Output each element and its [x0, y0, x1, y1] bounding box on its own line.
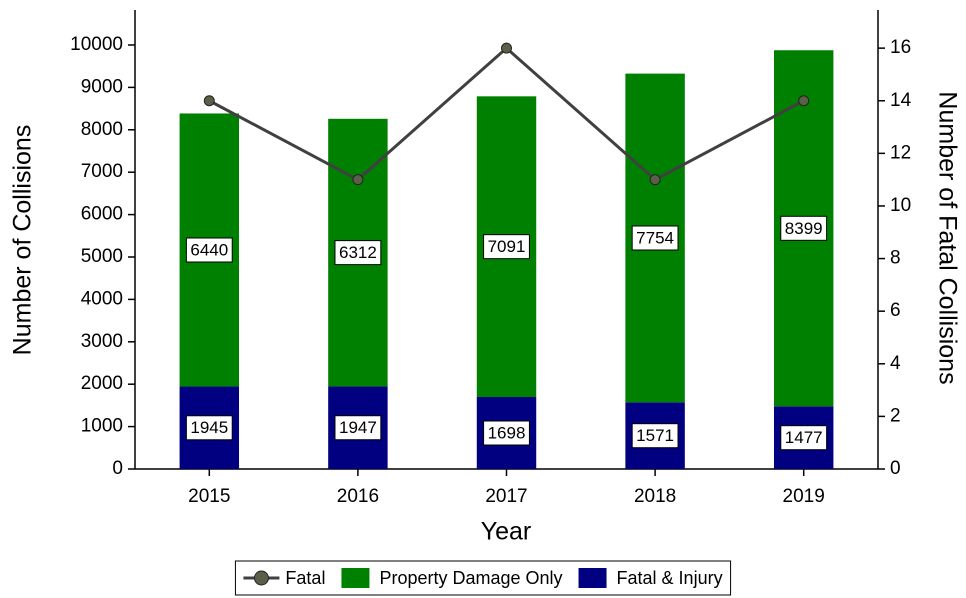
value-label: 7091 — [488, 237, 526, 256]
y2-tick-label: 12 — [890, 142, 911, 163]
value-label: 6312 — [339, 243, 377, 262]
y2-tick-label: 10 — [890, 195, 911, 216]
y-tick-label: 9000 — [81, 76, 123, 97]
value-label: 1698 — [488, 423, 526, 442]
y2-tick-label: 0 — [890, 458, 901, 479]
y-tick-label: 8000 — [81, 119, 123, 140]
x-axis-title: Year — [481, 518, 532, 546]
value-label: 1947 — [339, 418, 377, 437]
x-tick-label: 2015 — [188, 486, 230, 507]
value-label: 1571 — [636, 426, 674, 445]
value-label-box — [780, 215, 828, 241]
legend-marker — [253, 570, 269, 586]
y-tick-label: 2000 — [81, 373, 123, 394]
value-label-box — [483, 234, 530, 260]
value-label-box — [334, 240, 382, 266]
value-label: 1945 — [190, 418, 228, 437]
line-marker — [501, 42, 512, 54]
value-label-box — [631, 423, 679, 449]
value-label-box — [185, 415, 233, 441]
value-label: 6440 — [190, 240, 228, 259]
legend-label: Fatal & Injury — [617, 568, 723, 588]
legend-swatch — [578, 568, 607, 588]
value-label-box — [483, 420, 530, 446]
value-label-box — [631, 225, 679, 251]
x-tick-label: 2016 — [337, 486, 379, 507]
value-label: 1477 — [785, 428, 823, 447]
y2-tick-label: 4 — [890, 353, 901, 374]
y2-tick-label: 8 — [890, 248, 901, 269]
line-marker — [798, 95, 810, 107]
line-marker — [352, 174, 364, 186]
x-tick-label: 2018 — [634, 486, 676, 507]
y-tick-label: 0 — [112, 458, 123, 479]
legend-swatch — [341, 568, 370, 588]
legend-label: Fatal — [285, 568, 325, 588]
y2-tick-label: 6 — [890, 300, 901, 321]
y-tick-label: 1000 — [81, 416, 123, 437]
y-tick-label: 4000 — [81, 288, 123, 309]
y2-tick-label: 2 — [890, 405, 901, 426]
legend: Fatal Property Damage Only Fatal & Injury — [234, 560, 732, 596]
value-label-box — [185, 237, 233, 263]
legend-box — [234, 560, 732, 596]
y2-tick-label: 16 — [890, 37, 911, 58]
y-tick-label: 6000 — [81, 204, 123, 225]
y-tick-label: 3000 — [81, 331, 123, 352]
value-label-box — [780, 425, 828, 451]
y-tick-label: 7000 — [81, 161, 123, 182]
y-axis-title: Number of Collisions — [9, 125, 37, 356]
x-tick-label: 2019 — [783, 486, 825, 507]
y2-tick-label: 14 — [890, 90, 912, 111]
y-tick-label: 5000 — [81, 246, 123, 267]
y2-axis-title: Number of Fatal Collisions — [933, 91, 961, 384]
legend-label: Property Damage Only — [379, 568, 562, 588]
line-marker — [203, 95, 215, 107]
value-label-box — [334, 415, 382, 441]
value-label: 7754 — [636, 228, 674, 247]
line-marker — [649, 174, 661, 186]
x-tick-label: 2017 — [485, 486, 527, 507]
value-label: 8399 — [785, 219, 823, 238]
y-tick-label: 10000 — [70, 34, 123, 55]
